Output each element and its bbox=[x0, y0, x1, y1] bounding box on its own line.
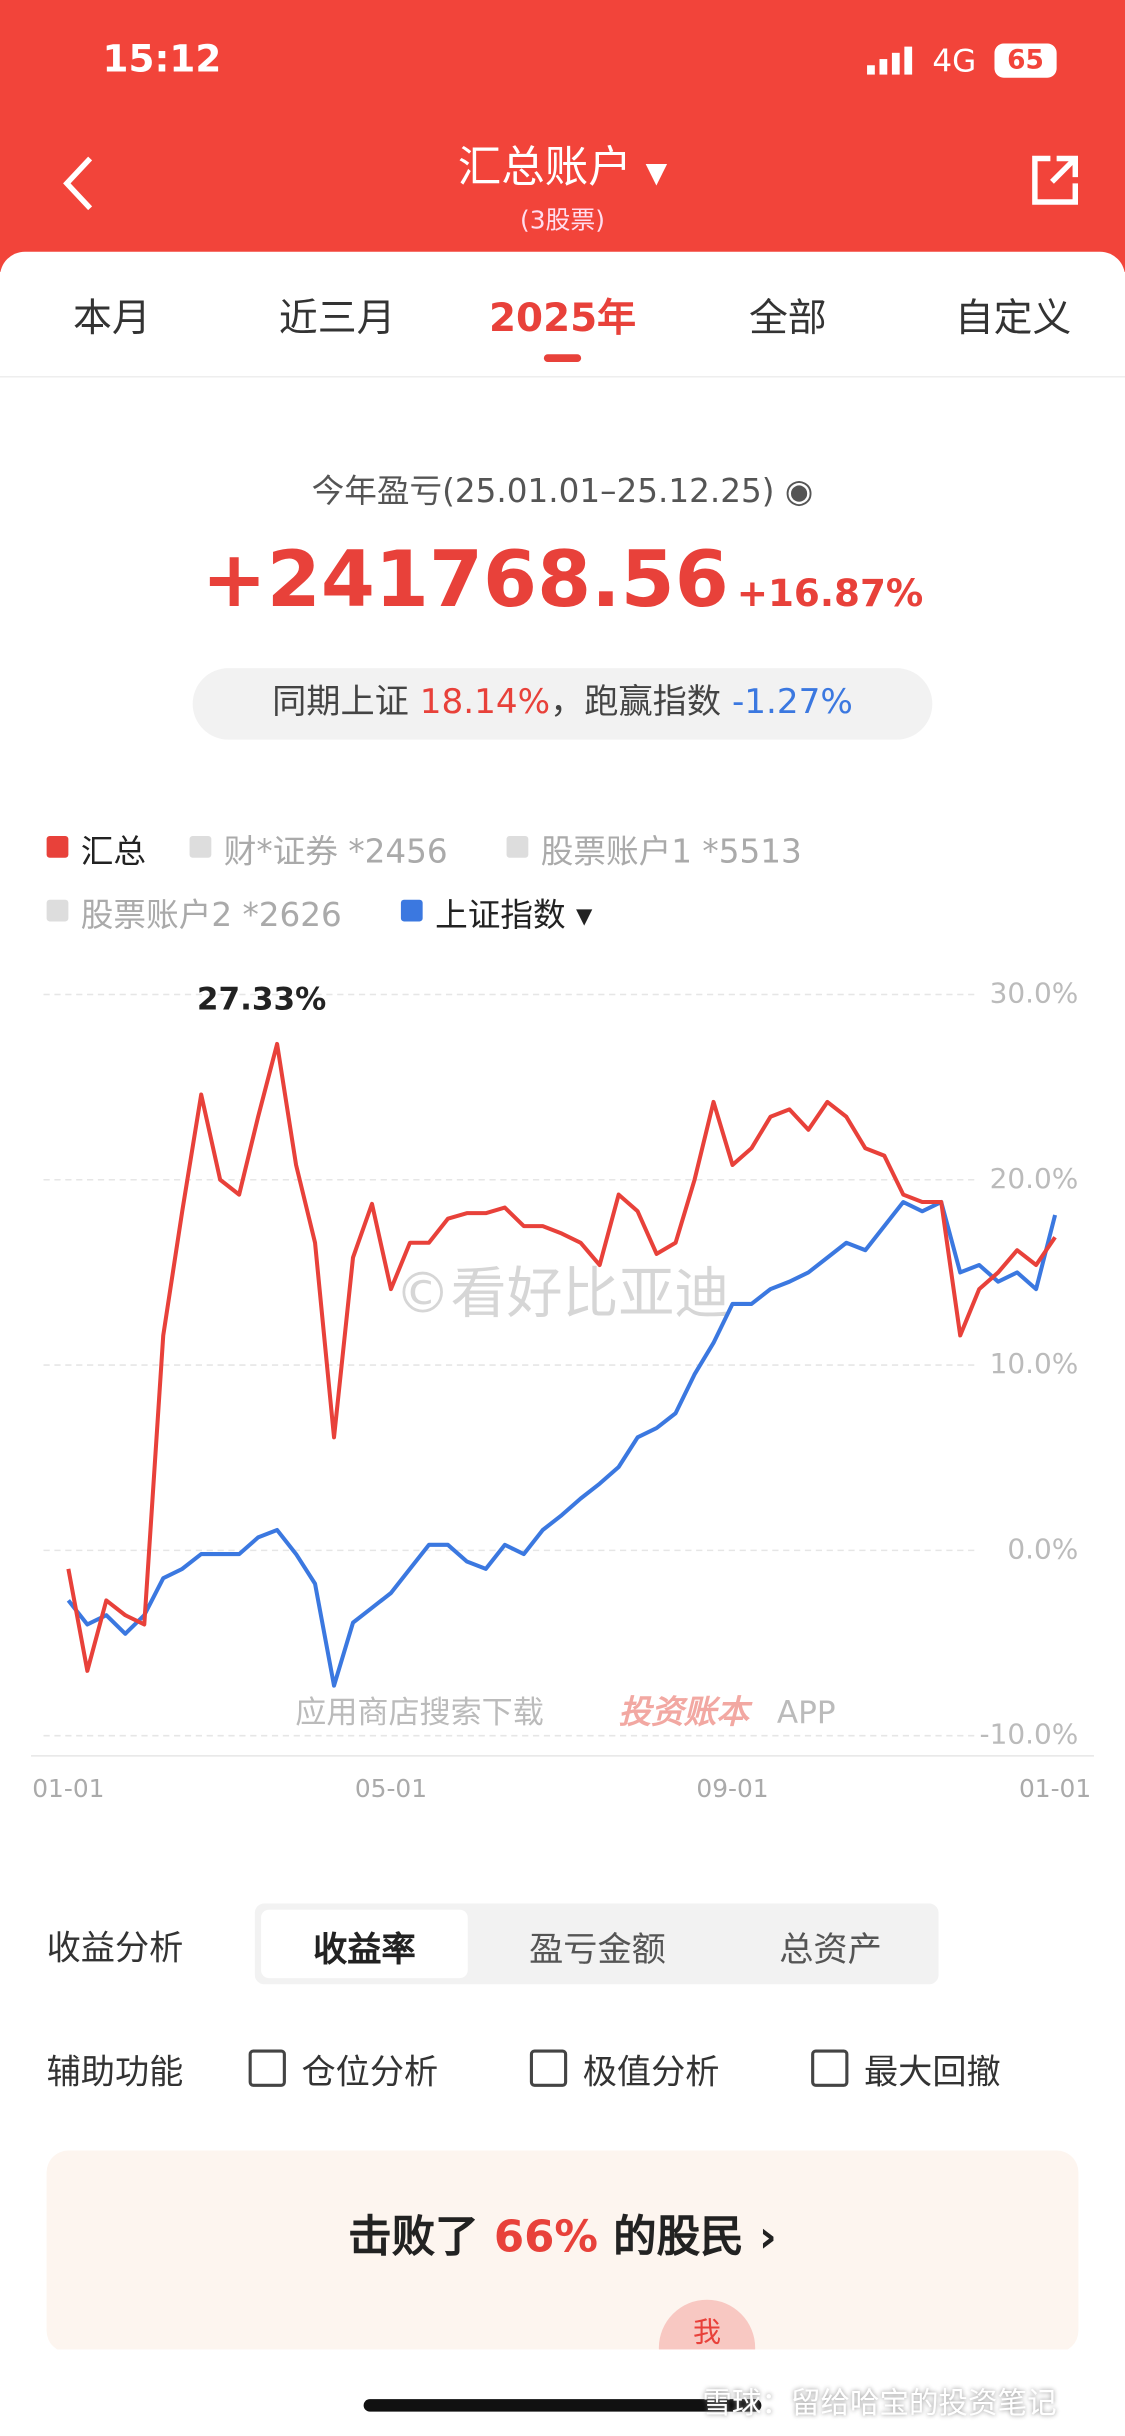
legend-label[interactable]: 财*证券 *2456 bbox=[223, 832, 448, 871]
legend-label[interactable]: 上证指数 ▾ bbox=[435, 896, 593, 934]
banner-after: 的股民 bbox=[613, 2211, 744, 2263]
banner-text: 击败了 66% 的股民 › bbox=[348, 2211, 777, 2263]
y-tick-label: 10.0% bbox=[990, 1347, 1079, 1380]
excess-label: ，跑赢指数 bbox=[550, 683, 722, 723]
subtitle: (3股票) bbox=[520, 205, 605, 235]
header-bg bbox=[0, 0, 1125, 272]
y-tick-label: 30.0% bbox=[990, 976, 1079, 1009]
peak-annotation: 27.33% bbox=[197, 981, 326, 1017]
segment[interactable]: 总资产 bbox=[779, 1931, 882, 1971]
checkbox-label[interactable]: 最大回撤 bbox=[863, 2054, 1001, 2094]
aux-label: 辅助功能 bbox=[46, 2054, 184, 2094]
y-tick-label: 0.0% bbox=[1007, 1532, 1078, 1565]
excess-value: -1.27% bbox=[731, 683, 853, 723]
checkbox[interactable] bbox=[248, 2049, 286, 2087]
comparison-label: 同期上证 bbox=[272, 683, 409, 723]
checkbox-label[interactable]: 极值分析 bbox=[582, 2054, 720, 2094]
x-tick-label: 05-01 bbox=[355, 1774, 427, 1803]
legend-swatch[interactable] bbox=[46, 835, 69, 858]
summary-period: 今年盈亏(25.01.01–25.12.25) bbox=[311, 472, 775, 510]
legend-swatch[interactable] bbox=[46, 899, 69, 922]
tab[interactable]: 本月 bbox=[73, 295, 151, 341]
banner[interactable] bbox=[46, 2150, 1079, 2353]
footer-credit: 雪球：留给哈宝的投资笔记 bbox=[702, 2386, 1057, 2421]
watermark-download: 应用商店搜索下载 bbox=[295, 1695, 544, 1731]
comparison: 同期上证 18.14%，跑赢指数 -1.27% bbox=[192, 668, 933, 740]
segment-selected-bg bbox=[261, 1909, 468, 1979]
legend-label[interactable]: 股票账户1 *5513 bbox=[540, 832, 802, 871]
legend-swatch[interactable] bbox=[506, 835, 529, 858]
time: 15:12 bbox=[102, 37, 222, 81]
y-tick-label: 20.0% bbox=[990, 1162, 1079, 1195]
tab[interactable]: 2025年 bbox=[489, 295, 636, 341]
legend-swatch[interactable] bbox=[400, 899, 423, 922]
banner-before: 击败了 bbox=[348, 2211, 479, 2263]
watermark-app: APP bbox=[777, 1695, 836, 1731]
analysis-label: 收益分析 bbox=[46, 1929, 184, 1969]
amount: +241768.56 bbox=[201, 534, 729, 625]
tab[interactable]: 全部 bbox=[748, 295, 827, 341]
summary-value: +241768.56 +16.87% bbox=[0, 535, 1125, 625]
checkbox[interactable] bbox=[811, 2049, 849, 2087]
x-tick-label: 09-01 bbox=[696, 1774, 768, 1803]
bottom-area bbox=[0, 2349, 1125, 2436]
x-tick-label: 01-01 bbox=[32, 1774, 104, 1803]
back-button[interactable] bbox=[59, 152, 99, 214]
legend-label[interactable]: 股票账户2 *2626 bbox=[80, 896, 342, 934]
checkbox-label[interactable]: 仓位分析 bbox=[301, 2054, 439, 2094]
legend-swatch[interactable] bbox=[189, 835, 212, 858]
header-title: 汇总账户 ▼ bbox=[0, 134, 1125, 196]
series-line bbox=[66, 1199, 1058, 1688]
checkbox[interactable] bbox=[529, 2049, 568, 2087]
title: 汇总账户 bbox=[457, 141, 632, 193]
x-tick-label: 01-01 bbox=[1019, 1774, 1091, 1803]
tab[interactable]: 自定义 bbox=[954, 295, 1072, 341]
segment[interactable]: 盈亏金额 bbox=[529, 1931, 666, 1971]
percent: +16.87% bbox=[736, 571, 924, 616]
chart: ©看好比亚迪 应用商店搜索下载 投资账本 APP -10.0% 0.0% 10.0%… bbox=[31, 976, 1094, 1803]
watermark: ©看好比亚迪 bbox=[395, 1262, 731, 1327]
segment[interactable]: 收益率 bbox=[313, 1931, 416, 1971]
network: 4G bbox=[932, 41, 977, 80]
y-tick-label: -10.0% bbox=[979, 1718, 1078, 1751]
index-return: 18.14% bbox=[419, 683, 551, 723]
banner-percent: 66% bbox=[493, 2211, 599, 2263]
tab-indicator bbox=[543, 354, 582, 363]
share-button[interactable] bbox=[1029, 152, 1082, 208]
home-indicator bbox=[363, 2399, 762, 2412]
signal-icon bbox=[867, 46, 917, 75]
series-line bbox=[66, 1041, 1057, 1673]
battery: 65 bbox=[994, 43, 1057, 78]
dropdown-icon[interactable]: ▼ bbox=[645, 156, 668, 190]
tab[interactable]: 近三月 bbox=[278, 295, 396, 341]
legend-label[interactable]: 汇总 bbox=[80, 832, 147, 871]
summary-label: 今年盈亏(25.01.01–25.12.25) ◉ bbox=[311, 472, 814, 510]
watermark-brand: 投资账本 bbox=[618, 1693, 753, 1731]
